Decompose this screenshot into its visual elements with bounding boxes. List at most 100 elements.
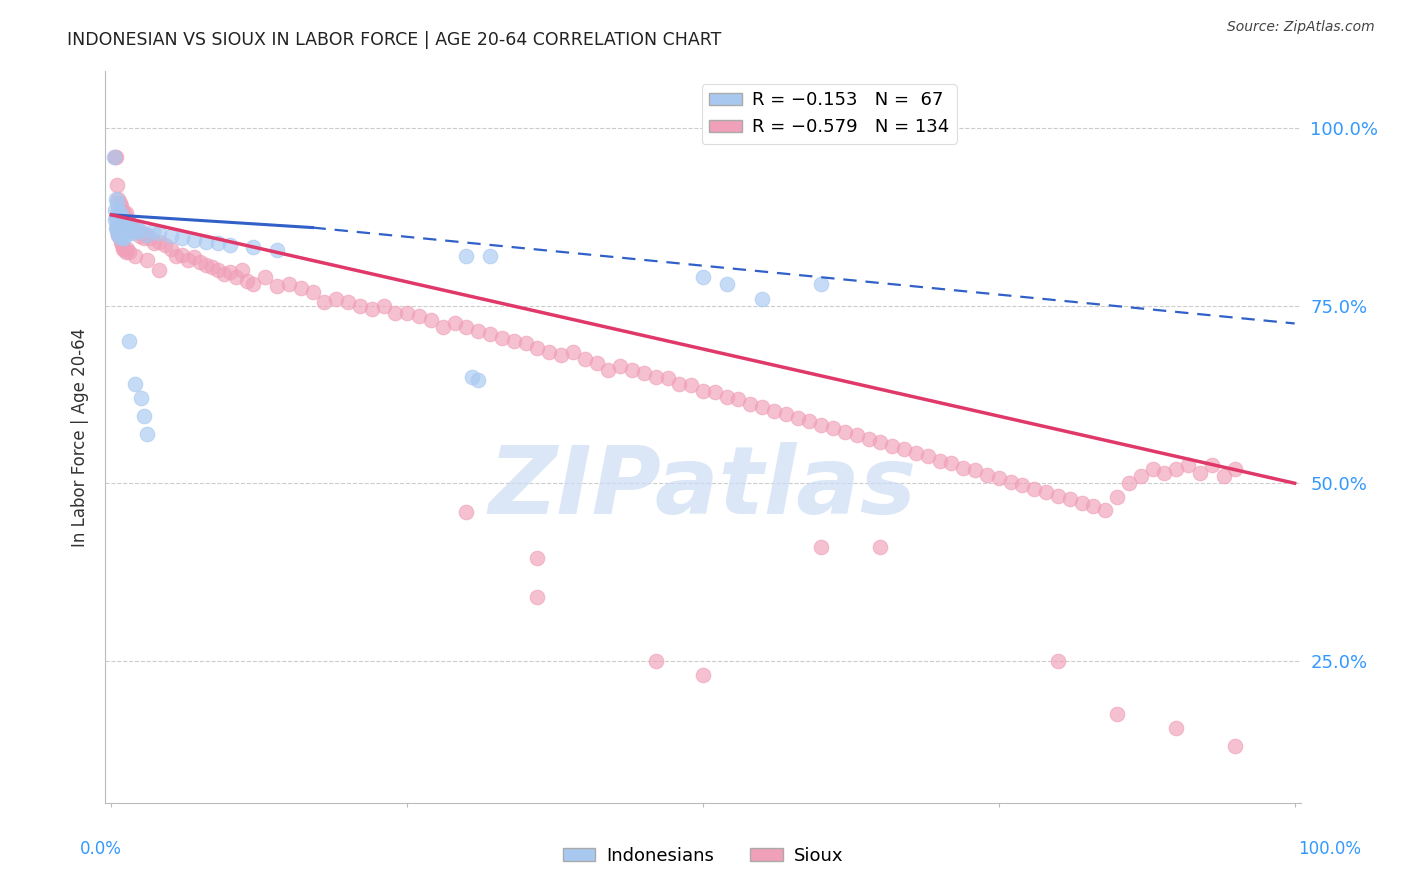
Point [692, 668, 714, 682]
Point [128, 229, 150, 244]
Text: 0.0%: 0.0% [80, 840, 122, 858]
Point [112, 242, 135, 256]
Point [195, 258, 218, 272]
Point [810, 540, 832, 554]
Point [114, 206, 136, 220]
Point [236, 274, 259, 288]
Point [103, 150, 125, 164]
Point [740, 397, 762, 411]
Point [105, 210, 128, 224]
Point [1046, 489, 1069, 503]
Point [115, 242, 138, 256]
Point [110, 231, 132, 245]
Point [314, 295, 336, 310]
Point [432, 320, 454, 334]
Point [111, 210, 134, 224]
Point [526, 550, 548, 565]
Point [188, 254, 211, 268]
Point [124, 376, 146, 391]
Point [124, 224, 146, 238]
Point [810, 277, 832, 292]
Point [941, 456, 963, 470]
Point [1225, 462, 1247, 476]
Point [526, 590, 548, 604]
Point [104, 202, 127, 217]
Point [644, 654, 666, 668]
Point [108, 206, 131, 220]
Point [561, 344, 583, 359]
Point [111, 202, 134, 217]
Point [111, 217, 134, 231]
Point [976, 467, 998, 482]
Point [242, 240, 264, 254]
Point [1046, 654, 1069, 668]
Point [172, 231, 194, 245]
Point [107, 227, 129, 242]
Point [1094, 503, 1116, 517]
Point [115, 213, 138, 227]
Point [231, 263, 253, 277]
Point [373, 299, 395, 313]
Point [609, 359, 631, 373]
Point [195, 235, 218, 249]
Point [105, 217, 128, 231]
Point [120, 217, 142, 231]
Point [148, 227, 170, 241]
Point [105, 224, 128, 238]
Point [1166, 721, 1188, 735]
Point [165, 249, 187, 263]
Text: Source: ZipAtlas.com: Source: ZipAtlas.com [1227, 20, 1375, 34]
Point [107, 192, 129, 206]
Point [127, 222, 149, 236]
Point [218, 265, 240, 279]
Point [105, 210, 128, 224]
Point [104, 213, 127, 227]
Point [131, 227, 153, 241]
Legend: Indonesians, Sioux: Indonesians, Sioux [555, 840, 851, 872]
Point [1212, 469, 1234, 483]
Point [124, 249, 146, 263]
Point [965, 463, 987, 477]
Point [443, 317, 465, 331]
Point [668, 376, 690, 391]
Point [108, 231, 131, 245]
Point [153, 238, 176, 252]
Point [479, 249, 502, 263]
Point [254, 270, 277, 285]
Point [893, 442, 915, 457]
Point [118, 217, 141, 231]
Point [585, 355, 607, 369]
Point [882, 439, 904, 453]
Point [1129, 469, 1152, 483]
Point [290, 281, 312, 295]
Point [207, 236, 229, 251]
Point [461, 369, 484, 384]
Text: INDONESIAN VS SIOUX IN LABOR FORCE | AGE 20-64 CORRELATION CHART: INDONESIAN VS SIOUX IN LABOR FORCE | AGE… [67, 31, 721, 49]
Point [858, 432, 880, 446]
Point [869, 540, 891, 554]
Point [716, 277, 738, 292]
Point [117, 213, 139, 227]
Point [134, 409, 156, 423]
Point [716, 390, 738, 404]
Point [139, 231, 162, 245]
Point [692, 384, 714, 398]
Point [118, 245, 141, 260]
Point [1059, 491, 1081, 506]
Point [325, 292, 347, 306]
Point [134, 231, 156, 245]
Point [1177, 458, 1199, 473]
Point [105, 195, 128, 210]
Point [107, 220, 129, 235]
Point [115, 219, 138, 234]
Point [526, 341, 548, 355]
Point [1225, 739, 1247, 753]
Point [111, 238, 134, 252]
Point [105, 192, 128, 206]
Point [786, 411, 808, 425]
Point [142, 224, 165, 238]
Point [574, 351, 596, 366]
Point [277, 277, 299, 292]
Point [115, 227, 138, 241]
Point [108, 229, 131, 244]
